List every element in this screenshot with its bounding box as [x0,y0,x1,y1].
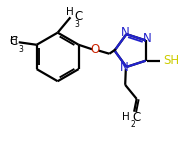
Text: H: H [10,36,18,46]
Text: O: O [91,43,100,56]
Text: C: C [9,35,18,48]
Text: H: H [122,112,130,122]
Text: 3: 3 [18,45,23,54]
Text: 3: 3 [74,20,79,29]
Text: N: N [121,26,130,39]
Text: C: C [132,111,141,124]
Text: N: N [120,61,129,75]
Text: C: C [74,10,83,23]
Text: SH: SH [164,54,180,67]
Text: H: H [66,7,74,17]
Text: 2: 2 [130,120,135,129]
Text: N: N [143,32,151,45]
